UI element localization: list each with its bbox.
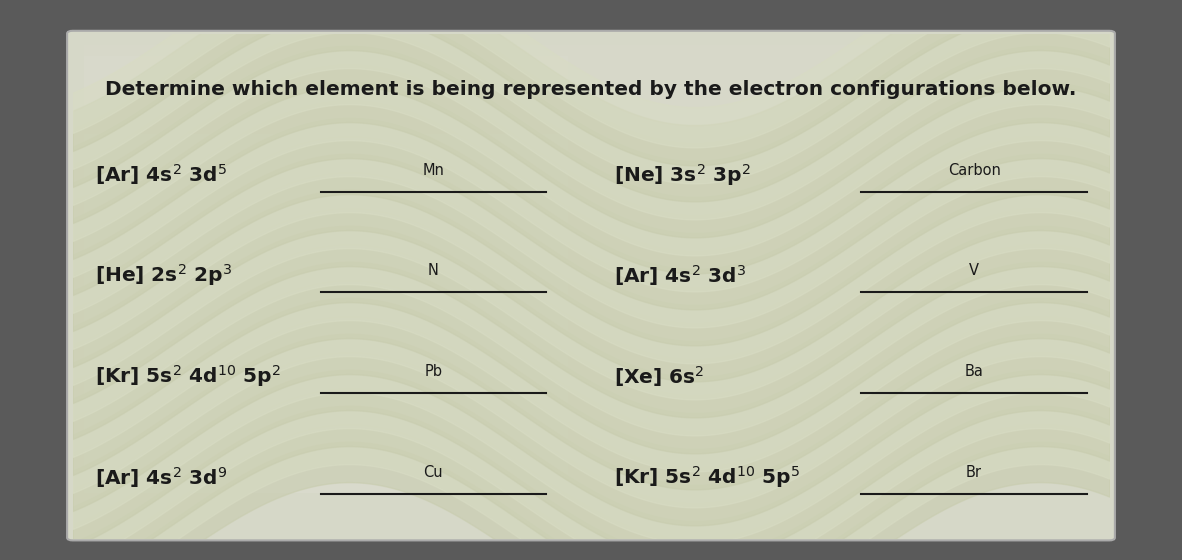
Text: Br: Br	[966, 465, 982, 480]
Text: [Ar] 4s$^2$ 3d$^9$: [Ar] 4s$^2$ 3d$^9$	[96, 465, 227, 489]
Text: Determine which element is being represented by the electron configurations belo: Determine which element is being represe…	[105, 80, 1077, 99]
Text: [Ar] 4s$^2$ 3d$^5$: [Ar] 4s$^2$ 3d$^5$	[96, 162, 227, 187]
Text: V: V	[969, 263, 979, 278]
Text: N: N	[428, 263, 439, 278]
Text: Pb: Pb	[424, 364, 442, 379]
FancyBboxPatch shape	[84, 45, 1098, 134]
Text: Ba: Ba	[965, 364, 983, 379]
Text: [Kr] 5s$^2$ 4d$^{10}$ 5p$^2$: [Kr] 5s$^2$ 4d$^{10}$ 5p$^2$	[96, 363, 281, 389]
Text: Mn: Mn	[422, 162, 444, 178]
Text: [Ar] 4s$^2$ 3d$^3$: [Ar] 4s$^2$ 3d$^3$	[613, 263, 746, 288]
Text: Carbon: Carbon	[948, 162, 1000, 178]
Text: [Xe] 6s$^2$: [Xe] 6s$^2$	[613, 364, 703, 389]
Text: [He] 2s$^2$ 2p$^3$: [He] 2s$^2$ 2p$^3$	[96, 263, 233, 288]
Text: [Ne] 3s$^2$ 3p$^2$: [Ne] 3s$^2$ 3p$^2$	[613, 162, 751, 188]
Text: Cu: Cu	[423, 465, 443, 480]
FancyBboxPatch shape	[84, 56, 569, 493]
FancyBboxPatch shape	[67, 31, 1115, 540]
Text: [Kr] 5s$^2$ 4d$^{10}$ 5p$^5$: [Kr] 5s$^2$ 4d$^{10}$ 5p$^5$	[613, 464, 799, 490]
